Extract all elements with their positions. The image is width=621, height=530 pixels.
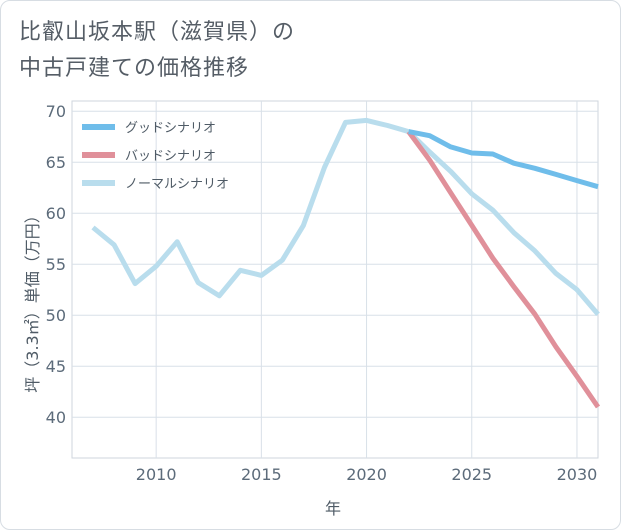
title-line-2: 中古戸建ての価格推移 xyxy=(19,56,250,81)
series-line-2 xyxy=(91,117,600,316)
title-line-1: 比叡山坂本駅（滋賀県）の xyxy=(19,20,296,45)
x-tick-label: 2015 xyxy=(241,465,282,484)
grid-lines xyxy=(72,101,598,458)
x-tick-label: 2020 xyxy=(346,465,387,484)
y-tick-label: 65 xyxy=(46,153,66,172)
series-lines xyxy=(91,117,601,409)
y-tick-label: 60 xyxy=(46,204,66,223)
y-tick-label: 40 xyxy=(46,408,66,427)
series-line-1 xyxy=(406,130,601,409)
legend-label-2: ノーマルシナリオ xyxy=(125,177,229,192)
x-tick-label: 2010 xyxy=(136,465,177,484)
tick-labels: 40 45 50 55 60 65 70 2010 2015 2020 2025 2030 xyxy=(46,102,598,484)
y-axis-label: 坪（3.3㎡）単価（万円） xyxy=(23,207,42,392)
legend-label-0: グッドシナリオ xyxy=(125,121,216,136)
x-tick-label: 2025 xyxy=(451,465,492,484)
series-line-0 xyxy=(408,129,599,190)
x-tick-label: 2030 xyxy=(557,465,598,484)
chart-title: 比叡山坂本駅（滋賀県）の 中古戸建ての価格推移 xyxy=(19,15,295,87)
y-tick-label: 45 xyxy=(46,357,66,376)
y-tick-label: 55 xyxy=(46,255,66,274)
x-axis-label: 年 xyxy=(325,499,341,518)
legend-label-1: バッドシナリオ xyxy=(125,149,216,164)
y-tick-label: 50 xyxy=(46,306,66,325)
y-tick-label: 70 xyxy=(46,102,66,121)
